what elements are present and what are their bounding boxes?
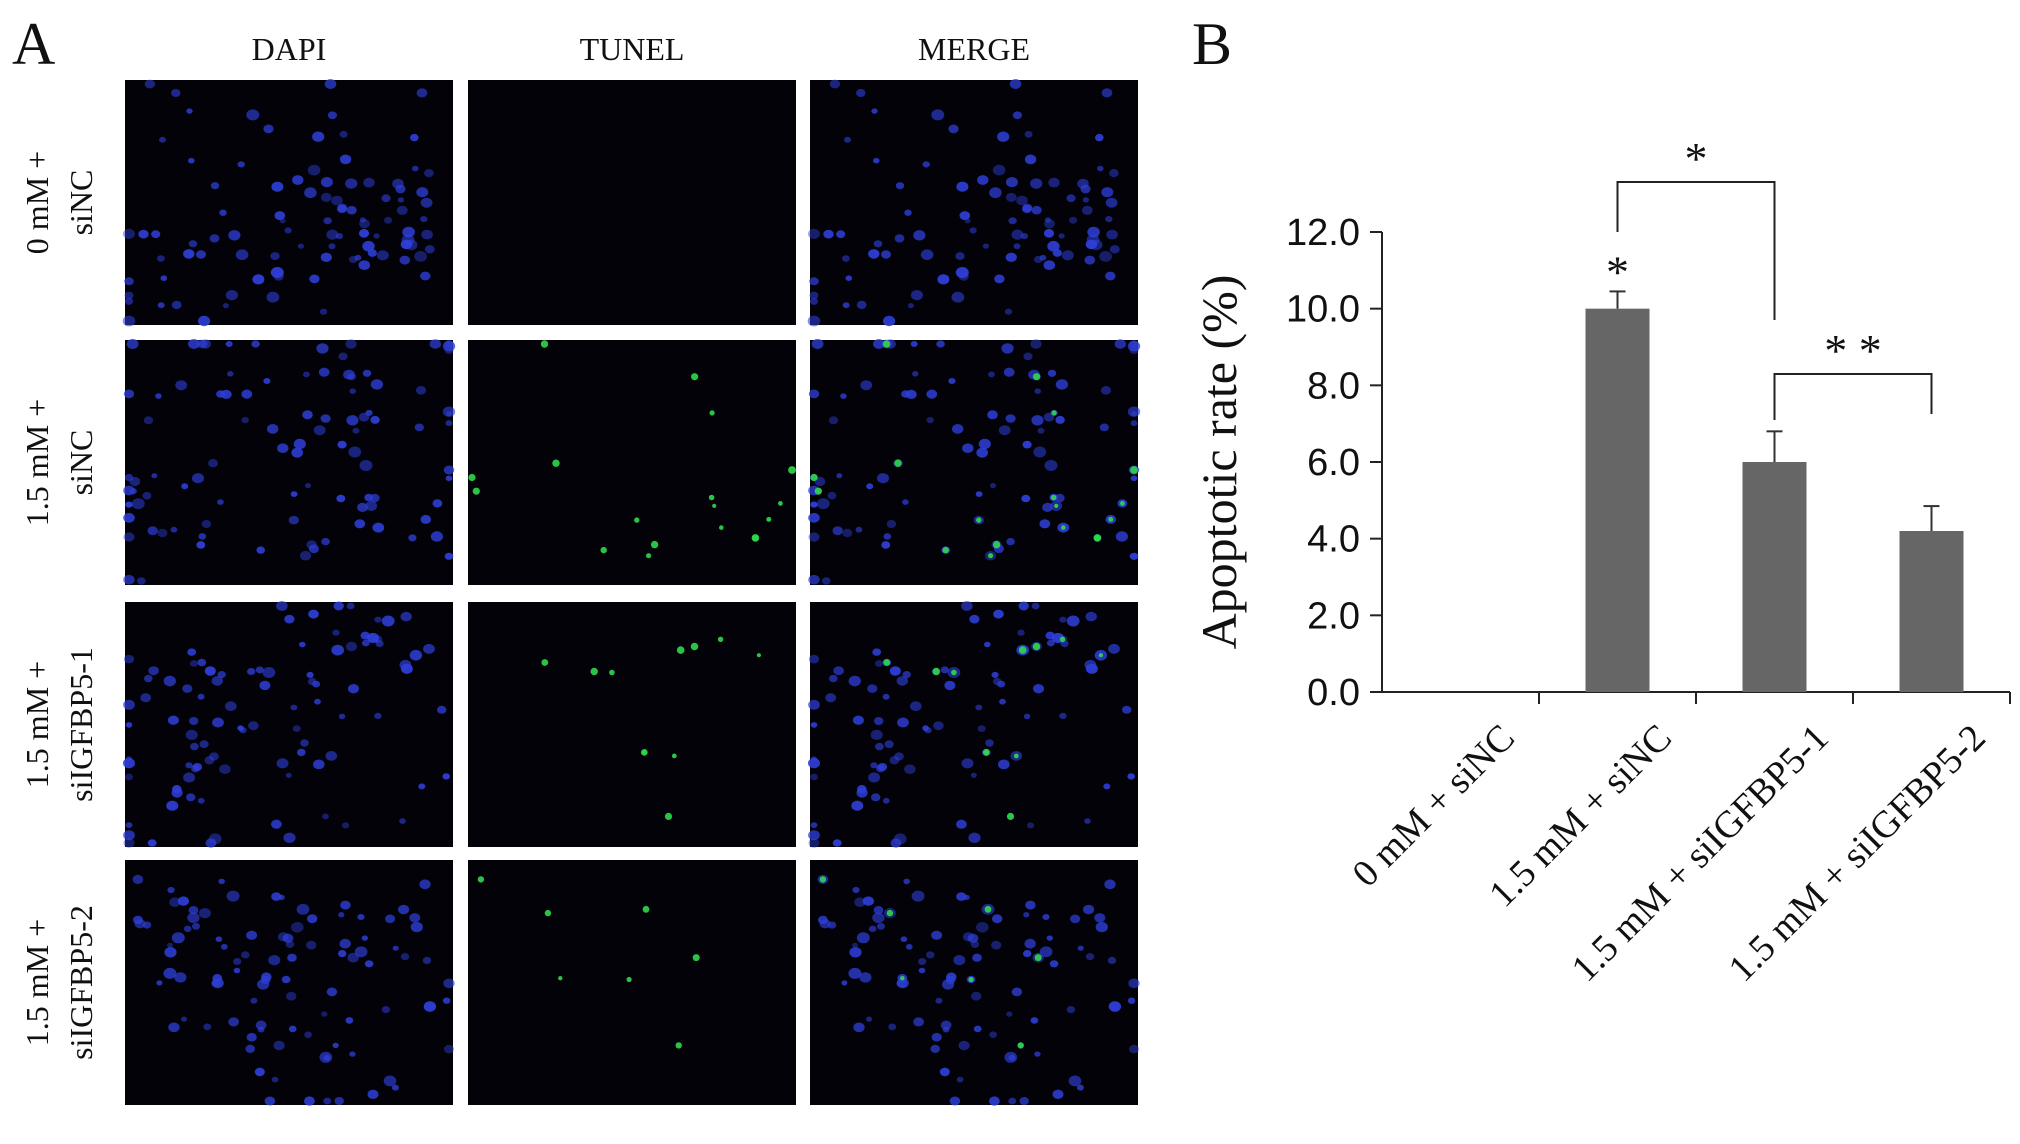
y-axis-label: Apoptotic rate (%) — [1191, 275, 1247, 650]
row-label-1: 0 mM + siNC — [19, 151, 99, 254]
micrograph-dapi-row-3 — [123, 601, 453, 848]
row-label-line2: siIGFBP5-1 — [63, 647, 99, 802]
significance-bracket — [1616, 181, 1776, 320]
row-label-line2: siNC — [63, 170, 99, 236]
micrograph-grid — [122, 79, 1141, 1106]
micrograph-merge-row-4 — [810, 860, 1140, 1106]
significance-star: * — [1606, 246, 1629, 297]
panel-b-label: B — [1192, 11, 1232, 77]
x-tick-label-4: 1.5 mM + siIGFBP5-2 — [1721, 717, 1994, 990]
column-header-dapi: DAPI — [252, 31, 327, 67]
x-tick-label-1: 0 mM + siNC — [1344, 717, 1522, 895]
row-label-line2: siNC — [63, 430, 99, 496]
row-label-line1: 1.5 mM + — [19, 661, 55, 788]
y-tick-label: 12.0 — [1286, 212, 1360, 254]
y-tick-label: 2.0 — [1307, 595, 1360, 637]
row-label-line1: 0 mM + — [19, 151, 55, 254]
micrograph-dapi-row-4 — [125, 860, 455, 1106]
micrograph-merge-row-3 — [808, 601, 1138, 848]
y-tick-label: 4.0 — [1307, 519, 1360, 561]
y-tick-label: 10.0 — [1286, 289, 1360, 331]
micrograph-dapi-row-2 — [123, 338, 456, 585]
row-label-line1: 1.5 mM + — [19, 919, 55, 1046]
bar-2 — [1585, 308, 1650, 692]
micrograph-tunel-row-3 — [468, 602, 796, 847]
column-header-tunel: TUNEL — [580, 31, 685, 67]
row-label-4: 1.5 mM + siIGFBP5-2 — [19, 905, 99, 1060]
bar-4 — [1899, 531, 1964, 692]
bar-3 — [1742, 462, 1807, 692]
micrograph-merge-row-1 — [807, 79, 1138, 327]
significance-bracket — [1773, 373, 1933, 420]
micrograph-tunel-row-4 — [468, 860, 796, 1105]
column-header-merge: MERGE — [918, 31, 1030, 67]
micrograph-dapi-row-1 — [122, 79, 453, 327]
bar-chart: 0.0 2.0 4.0 6.0 8.0 10.0 12.0 Apoptotic rate (%… — [1191, 133, 2011, 990]
panel-a-label: A — [12, 11, 55, 77]
column-headers: DAPI TUNEL MERGE — [252, 31, 1030, 67]
micrograph-tunel-row-1 — [468, 80, 796, 325]
y-tick-label: 8.0 — [1307, 365, 1360, 407]
significance-bracket-label: * * — [1824, 325, 1882, 376]
x-tick-label-3: 1.5 mM + siIGFBP5-1 — [1564, 717, 1837, 990]
micrograph-tunel-row-2 — [468, 340, 796, 585]
significance-bracket-label: * — [1685, 133, 1708, 184]
row-label-line2: siIGFBP5-2 — [63, 905, 99, 1060]
row-label-line1: 1.5 mM + — [19, 399, 55, 526]
y-tick-label: 6.0 — [1307, 442, 1360, 484]
row-label-3: 1.5 mM + siIGFBP5-1 — [19, 647, 99, 802]
y-tick-label: 0.0 — [1307, 672, 1360, 714]
row-label-2: 1.5 mM + siNC — [19, 399, 99, 526]
micrograph-merge-row-2 — [808, 338, 1141, 585]
